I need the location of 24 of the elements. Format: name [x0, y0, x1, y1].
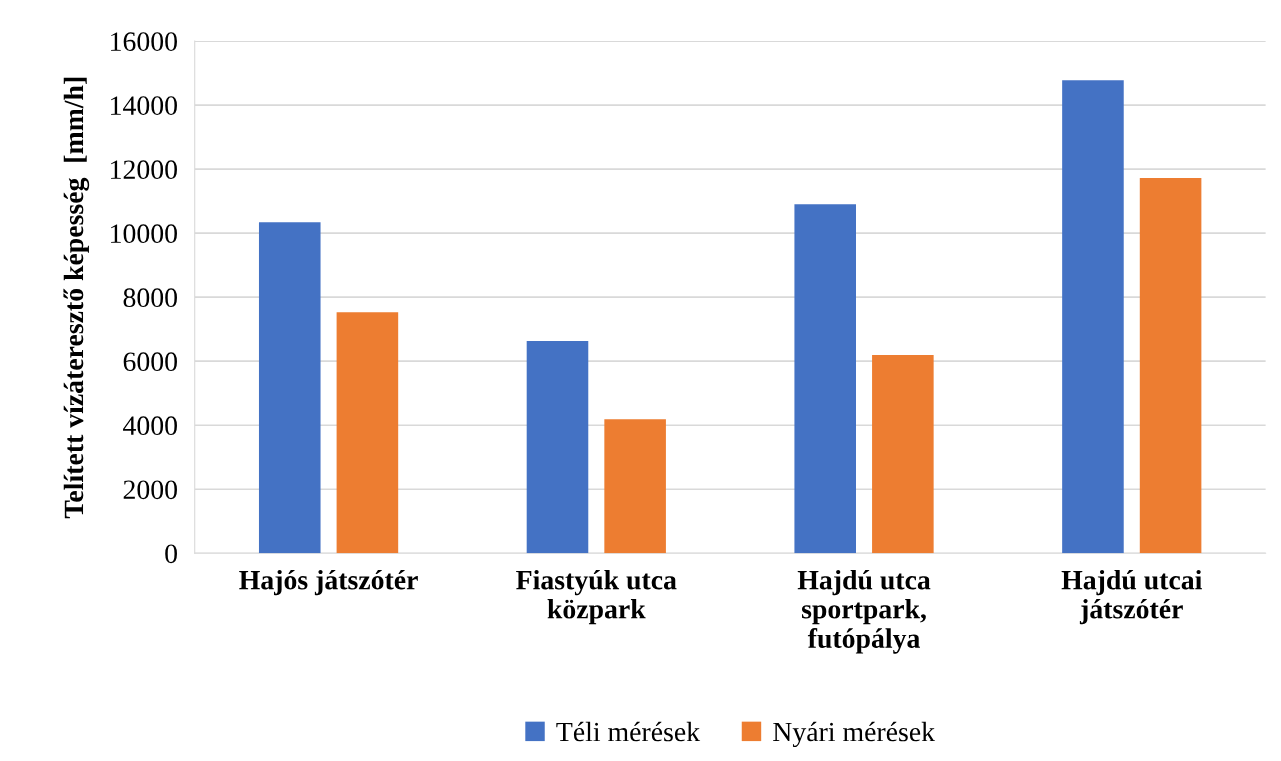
y-tick-label: 12000	[111, 160, 177, 180]
y-tick-label: 0	[165, 544, 177, 564]
x-tick-label: Hajdú utca sportpark, futópálya	[797, 569, 931, 654]
bar	[604, 419, 666, 554]
y-tick-label: 2000	[123, 480, 177, 500]
legend-label: Nyári mérések	[773, 721, 936, 748]
y-tick-label: 10000	[111, 224, 177, 244]
y-tick-label: 4000	[123, 416, 177, 436]
y-tick-label: 6000	[123, 352, 177, 372]
y-tick-label: 8000	[123, 288, 177, 308]
bar	[526, 341, 589, 554]
x-tick-label: Fiastyúk utca közpark	[516, 569, 677, 625]
y-tick-label: 14000	[111, 96, 177, 116]
bar	[1062, 80, 1124, 554]
x-tick-label: Hajdú utcai játszótér	[1061, 569, 1202, 625]
bar	[1139, 178, 1202, 554]
y-axis-title: Telített vízáteresztő képesség [mm/h]	[63, 77, 90, 519]
bar	[872, 355, 934, 554]
bar	[336, 312, 399, 554]
bar	[794, 204, 856, 554]
x-tick-label: Hajós játszótér	[239, 569, 418, 596]
legend-label: Téli mérések	[556, 721, 701, 742]
bar	[258, 222, 321, 554]
y-tick-label: 16000	[111, 32, 177, 52]
